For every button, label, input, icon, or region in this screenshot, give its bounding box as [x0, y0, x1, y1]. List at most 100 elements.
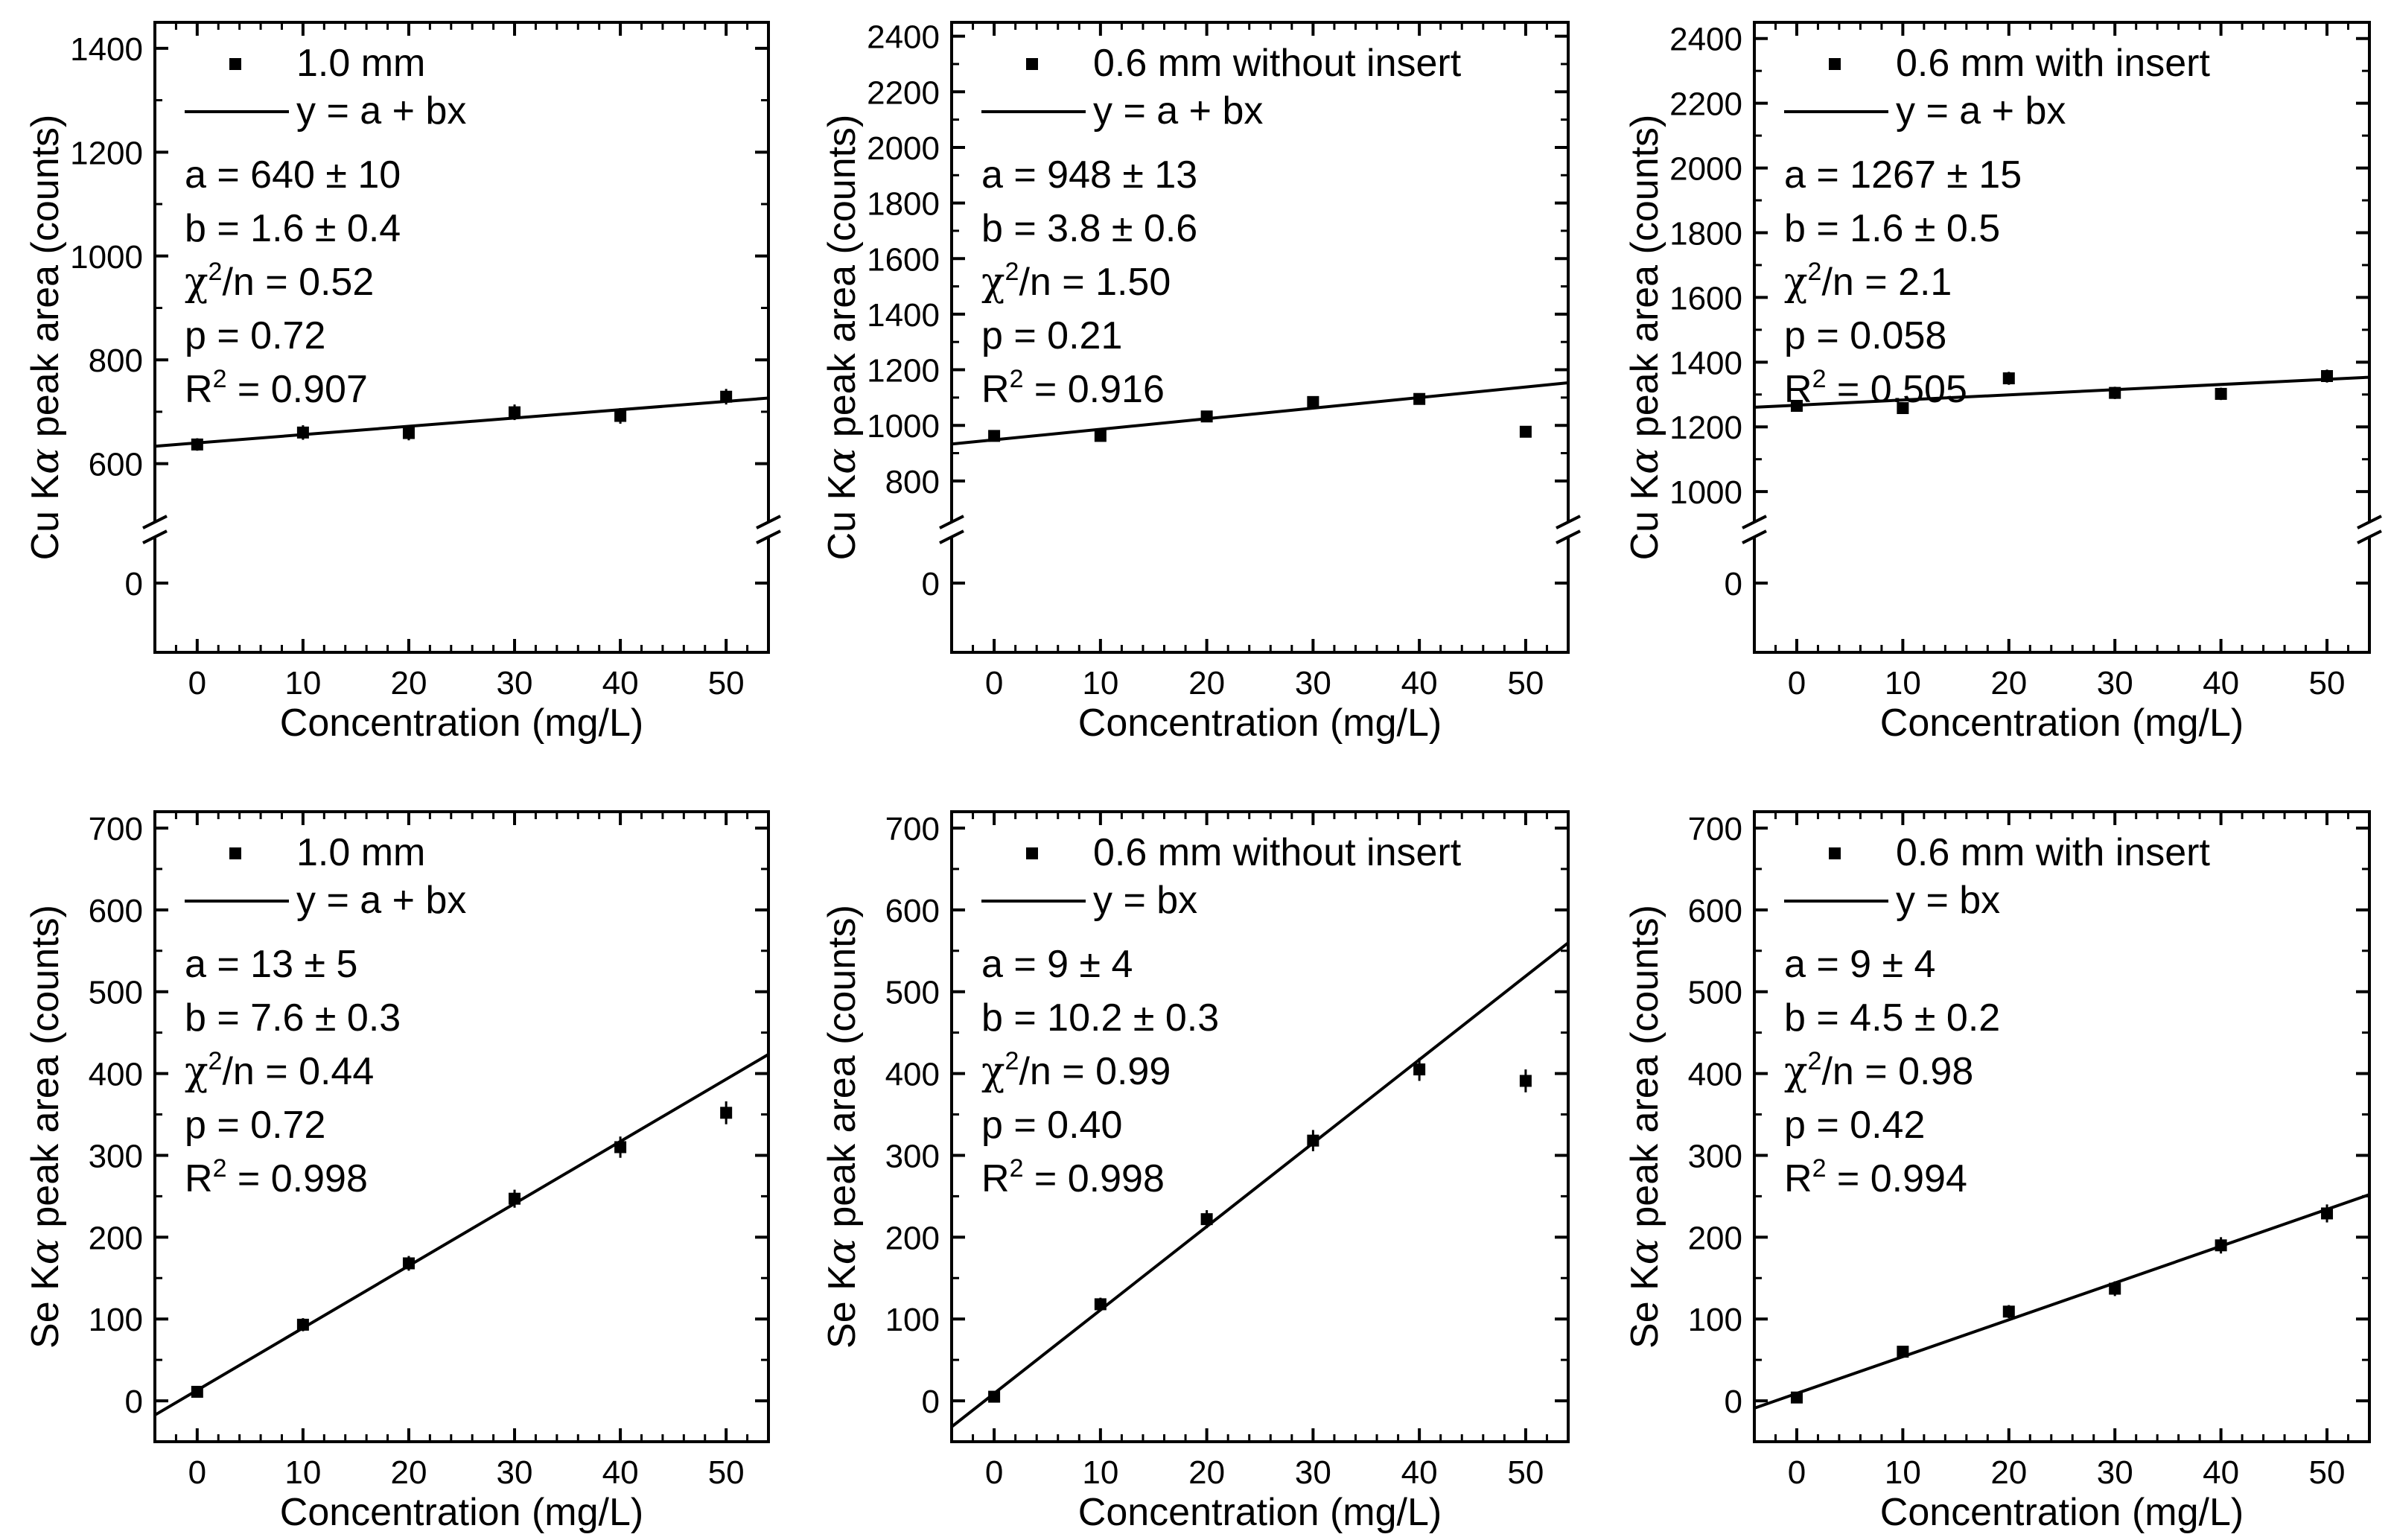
legend-marker-label: 0.6 mm with insert	[1896, 42, 2210, 85]
x-axis-title: Concentration (mg/L)	[1078, 1491, 1442, 1534]
y-tick-label: 500	[89, 975, 143, 1011]
y-tick-label: 1400	[1669, 345, 1742, 381]
axis-break-gap	[149, 522, 161, 538]
stat-b: b = 1.6 ± 0.5	[1784, 207, 2000, 250]
data-point	[2109, 386, 2121, 399]
data-point	[1307, 395, 1319, 408]
data-point	[2215, 387, 2227, 400]
axis-break-mark	[2357, 529, 2382, 544]
x-tick-label: 30	[2097, 665, 2133, 701]
x-tick-label: 20	[390, 1454, 427, 1491]
chart-panel-1: 0 10 20 30 40 50 0 600 800 1000 1200 1400 Concentrat…	[23, 21, 781, 745]
axis-break-gap	[1562, 522, 1574, 538]
chart-panel-5: 0 10 20 30 40 500100200300400500600700Concent…	[820, 810, 1570, 1534]
data-point	[1094, 430, 1107, 442]
data-point	[2002, 372, 2015, 385]
legend-line-label: y = bx	[1093, 879, 1197, 922]
y-tick-label: 300	[885, 1138, 940, 1174]
x-tick-label: 40	[602, 665, 639, 701]
fit-line	[950, 941, 1570, 1428]
data-point	[1200, 1213, 1213, 1226]
data-point	[191, 1385, 203, 1398]
stat-chi: χ2/n = 0.52	[185, 258, 374, 305]
data-point	[988, 1390, 1001, 1403]
x-tick-label: 50	[2309, 1454, 2346, 1491]
y-tick-label: 2000	[867, 130, 940, 167]
y-tick-label: 0	[125, 1384, 143, 1420]
x-tick-label: 40	[1401, 1454, 1438, 1491]
y-tick-label: 1200	[867, 353, 940, 389]
data-point	[1413, 1063, 1426, 1076]
y-tick-label: 800	[885, 464, 940, 500]
y-axis-title: Se Kα peak area (counts)	[23, 905, 68, 1349]
plot-frame	[153, 810, 770, 1443]
data-point	[1094, 1298, 1107, 1311]
stat-r2: R2 = 0.994	[1784, 1154, 1967, 1200]
stat-a: a = 9 ± 4	[981, 943, 1133, 986]
y-tick-label: 500	[1688, 975, 1742, 1011]
y-tick-label: 0	[922, 1384, 940, 1420]
x-tick-label: 40	[2203, 1454, 2239, 1491]
y-tick-label: 800	[89, 343, 143, 379]
y-tick-label: 2400	[1669, 22, 1742, 58]
legend-marker-label: 0.6 mm with insert	[1896, 831, 2210, 874]
y-tick-label: 300	[89, 1138, 143, 1174]
stat-p: p = 0.42	[1784, 1104, 1925, 1147]
axis-break-gap	[1748, 522, 1760, 538]
y-tick-label: 1400	[70, 31, 143, 68]
x-axis-title: Concentration (mg/L)	[1880, 1491, 2244, 1534]
stat-r2: R2 = 0.907	[185, 365, 368, 411]
y-tick-label: 700	[1688, 811, 1742, 847]
x-tick-label: 20	[1188, 1454, 1225, 1491]
data-point	[2321, 370, 2334, 383]
y-tick-label: 300	[1688, 1138, 1742, 1174]
y-tick-label: 2200	[867, 74, 940, 111]
axis-break-mark	[1742, 529, 1767, 544]
stat-chi: χ2/n = 0.44	[185, 1047, 374, 1094]
data-point	[1519, 425, 1532, 438]
x-tick-label: 20	[390, 665, 427, 701]
x-axis-title: Concentration (mg/L)	[1078, 701, 1442, 745]
legend-marker-label: 0.6 mm without insert	[1093, 42, 1462, 85]
y-tick-label: 600	[89, 893, 143, 929]
y-tick-label: 2200	[1669, 86, 1742, 123]
x-tick-label: 10	[284, 1454, 321, 1491]
data-point	[2109, 1282, 2121, 1295]
y-tick-label: 200	[89, 1220, 143, 1256]
x-tick-label: 10	[1082, 665, 1118, 701]
axis-break-gap	[946, 522, 958, 538]
data-point	[1519, 1075, 1532, 1087]
y-axis-title: Cu Kα peak area (counts)	[1623, 115, 1667, 561]
fit-line	[153, 1053, 770, 1416]
legend-line-label: y = bx	[1896, 879, 2000, 922]
axis-break-gap	[762, 522, 774, 538]
legend-marker	[1829, 847, 1841, 859]
stat-chi: χ2/n = 2.1	[1784, 258, 1952, 305]
data-point	[509, 406, 521, 419]
x-tick-label: 30	[2097, 1454, 2133, 1491]
x-tick-label: 0	[188, 1454, 206, 1491]
stat-chi: χ2/n = 0.99	[981, 1047, 1171, 1094]
stat-b: b = 3.8 ± 0.6	[981, 207, 1197, 250]
data-point	[1790, 399, 1803, 412]
y-axis-title: Se Kα peak area (counts)	[1623, 905, 1667, 1349]
legend-line-label: y = a + bx	[296, 879, 466, 922]
y-tick-label: 400	[1688, 1057, 1742, 1093]
legend-marker	[1026, 847, 1038, 859]
x-tick-label: 10	[284, 665, 321, 701]
stat-a: a = 13 ± 5	[185, 943, 357, 986]
data-point	[1413, 392, 1426, 405]
axis-break-mark	[1556, 529, 1581, 544]
y-axis-title: Cu Kα peak area (counts)	[820, 115, 865, 561]
data-point	[2321, 1207, 2334, 1220]
stat-r2: R2 = 0.505	[1784, 365, 1967, 411]
x-tick-label: 10	[1885, 1454, 1921, 1491]
y-axis-title: Se Kα peak area (counts)	[820, 905, 865, 1349]
y-tick-label: 100	[1688, 1302, 1742, 1338]
stat-p: p = 0.058	[1784, 314, 1946, 357]
x-tick-label: 50	[1507, 1454, 1544, 1491]
y-tick-label: 1000	[70, 239, 143, 276]
x-tick-label: 20	[1990, 665, 2027, 701]
y-tick-label: 700	[885, 811, 940, 847]
x-tick-label: 50	[708, 665, 745, 701]
